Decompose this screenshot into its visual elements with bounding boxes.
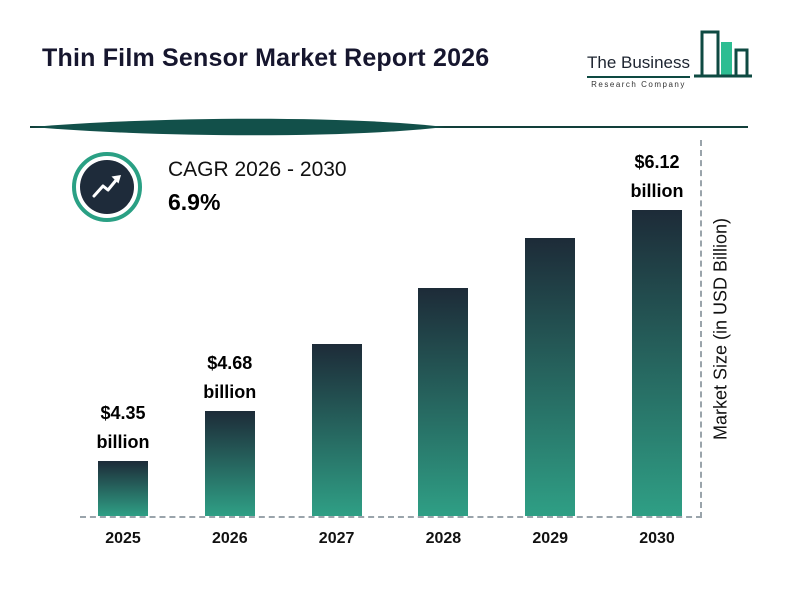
bar-value-unit: billion — [630, 181, 684, 201]
trend-arrow-icon-inner — [80, 160, 134, 214]
cagr-block: CAGR 2026 - 2030 6.9% — [72, 152, 347, 222]
x-axis-label-2028: 2028 — [425, 530, 462, 547]
y-axis-label: Market Size (in USD Billion) — [710, 217, 731, 441]
cagr-text: CAGR 2026 - 2030 6.9% — [168, 158, 347, 216]
bar-2029 — [525, 238, 576, 516]
bar-column-2026: $4.68 billion 2026 — [187, 354, 273, 547]
x-axis-label-2025: 2025 — [105, 530, 141, 547]
x-axis-label-2027: 2027 — [318, 530, 355, 547]
company-logo-line2: Research Company — [591, 80, 686, 89]
bar-value-label: $4.68 billion — [203, 354, 256, 401]
bar-value-unit: billion — [96, 432, 150, 452]
bar-2025 — [98, 461, 148, 516]
page-title: Thin Film Sensor Market Report 2026 — [42, 44, 490, 72]
bar-column-2025: $4.35 billion 2025 — [80, 404, 166, 547]
bar-2028 — [418, 288, 469, 516]
bar-2026 — [204, 411, 255, 516]
company-logo-text: The Business Research Company — [587, 53, 690, 89]
bar-2027 — [311, 344, 362, 516]
divider-ornament — [30, 118, 748, 136]
company-logo-line1: The Business — [587, 53, 690, 78]
cagr-label: CAGR 2026 - 2030 — [168, 158, 347, 181]
bar-column-2030: $6.12 billion 2030 — [614, 153, 700, 547]
bar-value-amount: $4.68 — [207, 353, 253, 373]
trend-arrow-icon — [72, 152, 142, 222]
bar-value-amount: $4.35 — [100, 403, 146, 423]
bar-value-unit: billion — [203, 382, 257, 402]
bar-column-2027: 2027 — [294, 344, 380, 547]
x-axis-label-2029: 2029 — [532, 530, 568, 547]
bar-value-amount: $6.12 — [634, 152, 680, 172]
cagr-value: 6.9% — [168, 189, 221, 215]
bar-chart-logo-icon — [694, 26, 752, 89]
bar-value-label: $4.35 billion — [97, 404, 150, 451]
bar-column-2029: 2029 — [507, 238, 593, 547]
bars: $4.35 billion 2025 $4.68 billion 2026 2027 2028… — [80, 140, 702, 547]
bar-value-label: $6.12 billion — [630, 153, 683, 200]
bar-2030 — [631, 210, 682, 516]
x-axis-label-2030: 2030 — [639, 530, 675, 547]
company-logo: The Business Research Company — [587, 26, 752, 89]
x-axis-label-2026: 2026 — [212, 530, 248, 547]
bar-column-2028: 2028 — [400, 288, 486, 547]
